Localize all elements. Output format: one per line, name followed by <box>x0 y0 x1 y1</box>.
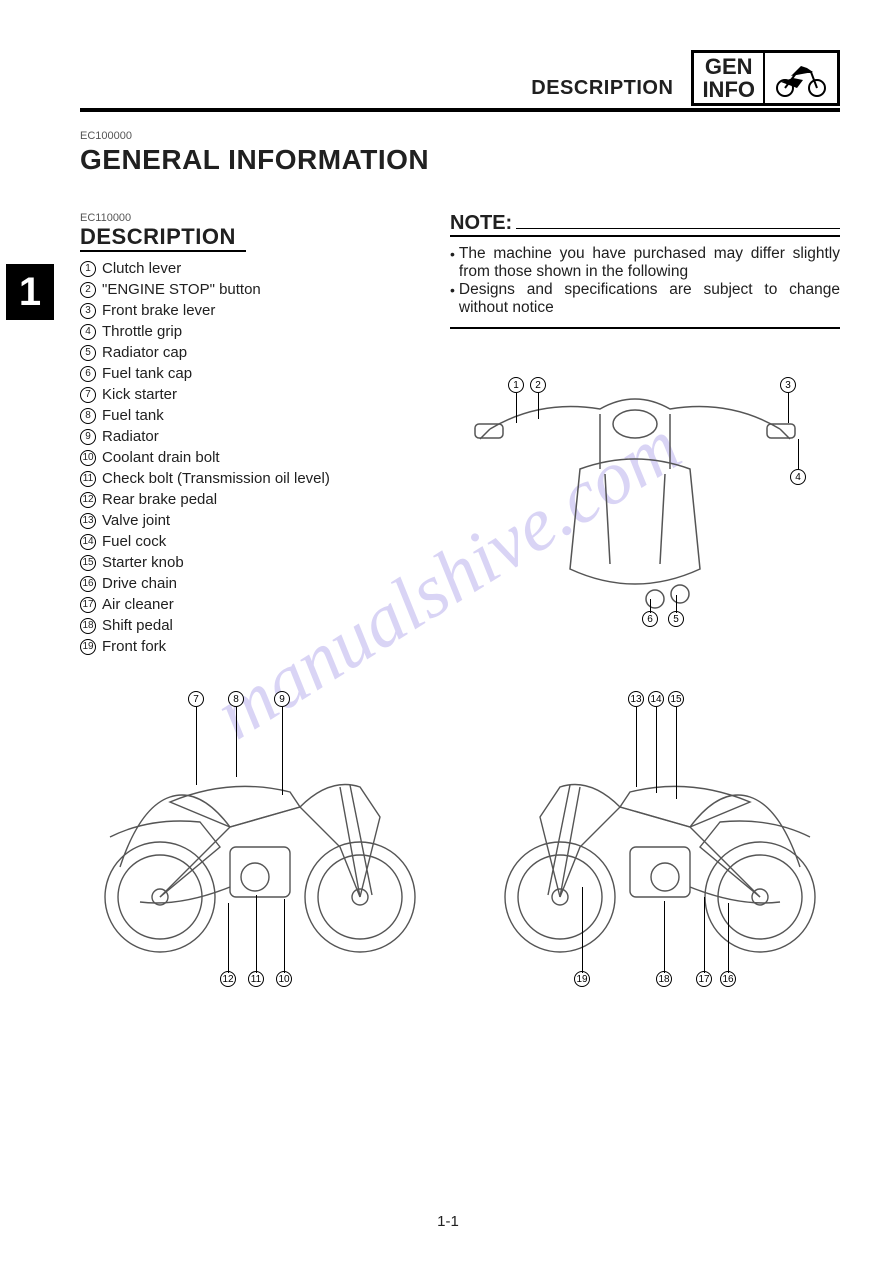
item-label: Fuel tank cap <box>102 363 192 384</box>
callout-18: 18 <box>656 971 672 987</box>
callout-19: 19 <box>574 971 590 987</box>
callout-5: 5 <box>668 611 684 627</box>
description-item: 10 Coolant drain bolt <box>80 447 420 468</box>
item-number-icon: 11 <box>80 471 96 487</box>
description-item: 11 Check bolt (Transmission oil level) <box>80 468 420 489</box>
item-number-icon: 14 <box>80 534 96 550</box>
item-label: Air cleaner <box>102 594 174 615</box>
item-number-icon: 5 <box>80 345 96 361</box>
description-item: 1 Clutch lever <box>80 258 420 279</box>
item-label: Shift pedal <box>102 615 173 636</box>
diagram-side-views: 7 8 9 12 11 10 <box>80 677 840 1277</box>
item-number-icon: 8 <box>80 408 96 424</box>
description-item: 18 Shift pedal <box>80 615 420 636</box>
callout-10: 10 <box>276 971 292 987</box>
description-item: 15 Starter knob <box>80 552 420 573</box>
item-number-icon: 13 <box>80 513 96 529</box>
item-number-icon: 9 <box>80 429 96 445</box>
description-heading: DESCRIPTION <box>80 224 246 252</box>
note-heading: NOTE: <box>450 212 840 237</box>
description-item: 19 Front fork <box>80 636 420 657</box>
description-item: 4 Throttle grip <box>80 321 420 342</box>
description-item: 3 Front brake lever <box>80 300 420 321</box>
callout-7: 7 <box>188 691 204 707</box>
item-label: Rear brake pedal <box>102 489 217 510</box>
callout-12: 12 <box>220 971 236 987</box>
item-label: Clutch lever <box>102 258 181 279</box>
section-code: EC100000 <box>80 130 840 142</box>
note-text: The machine you have purchased may diffe… <box>459 245 840 281</box>
description-item: 14 Fuel cock <box>80 531 420 552</box>
description-item: 13 Valve joint <box>80 510 420 531</box>
header-box-line1: GEN <box>705 55 753 78</box>
item-number-icon: 18 <box>80 618 96 634</box>
callout-15: 15 <box>668 691 684 707</box>
callout-8: 8 <box>228 691 244 707</box>
bullet-icon: • <box>450 281 455 317</box>
callout-17: 17 <box>696 971 712 987</box>
description-list: 1 Clutch lever 2 "ENGINE STOP" button 3 Front… <box>80 258 420 657</box>
item-number-icon: 12 <box>80 492 96 508</box>
item-number-icon: 19 <box>80 639 96 655</box>
item-number-icon: 16 <box>80 576 96 592</box>
item-label: Coolant drain bolt <box>102 447 220 468</box>
callout-2: 2 <box>530 377 546 393</box>
callout-6: 6 <box>642 611 658 627</box>
item-number-icon: 7 <box>80 387 96 403</box>
item-number-icon: 15 <box>80 555 96 571</box>
bullet-icon: • <box>450 245 455 281</box>
header-section-title: DESCRIPTION <box>531 77 673 100</box>
item-number-icon: 2 <box>80 282 96 298</box>
description-item: 9 Radiator <box>80 426 420 447</box>
item-label: Radiator <box>102 426 159 447</box>
item-label: Radiator cap <box>102 342 187 363</box>
item-label: Valve joint <box>102 510 170 531</box>
note-text: Designs and specifications are subject t… <box>459 281 840 317</box>
note-body: •The machine you have purchased may diff… <box>450 245 840 329</box>
description-item: 6 Fuel tank cap <box>80 363 420 384</box>
motorcycle-icon <box>765 53 837 103</box>
description-item: 5 Radiator cap <box>80 342 420 363</box>
item-number-icon: 17 <box>80 597 96 613</box>
description-item: 17 Air cleaner <box>80 594 420 615</box>
description-item: 12 Rear brake pedal <box>80 489 420 510</box>
item-number-icon: 3 <box>80 303 96 319</box>
item-number-icon: 6 <box>80 366 96 382</box>
diagram-handlebar: 1 2 3 4 6 5 <box>450 359 840 629</box>
item-label: Check bolt (Transmission oil level) <box>102 468 330 489</box>
header-box-line2: INFO <box>702 78 755 101</box>
subsection-code: EC110000 <box>80 212 420 224</box>
item-number-icon: 10 <box>80 450 96 466</box>
chapter-tab: 1 <box>6 264 54 320</box>
item-label: Drive chain <box>102 573 177 594</box>
item-label: Front brake lever <box>102 300 215 321</box>
callout-16: 16 <box>720 971 736 987</box>
item-label: Front fork <box>102 636 166 657</box>
callout-9: 9 <box>274 691 290 707</box>
description-item: 16 Drive chain <box>80 573 420 594</box>
page-header: DESCRIPTION GEN INFO <box>80 50 840 112</box>
item-number-icon: 1 <box>80 261 96 277</box>
callout-13: 13 <box>628 691 644 707</box>
description-item: 2 "ENGINE STOP" button <box>80 279 420 300</box>
callout-11: 11 <box>248 971 264 987</box>
page-number: 1-1 <box>437 1213 459 1230</box>
callout-14: 14 <box>648 691 664 707</box>
item-label: Fuel tank <box>102 405 164 426</box>
item-label: Fuel cock <box>102 531 166 552</box>
item-label: Throttle grip <box>102 321 182 342</box>
item-label: Kick starter <box>102 384 177 405</box>
callout-4: 4 <box>790 469 806 485</box>
item-number-icon: 4 <box>80 324 96 340</box>
section-title: GENERAL INFORMATION <box>80 144 840 176</box>
item-label: "ENGINE STOP" button <box>102 279 261 300</box>
description-item: 8 Fuel tank <box>80 405 420 426</box>
callout-1: 1 <box>508 377 524 393</box>
description-item: 7 Kick starter <box>80 384 420 405</box>
header-info-box: GEN INFO <box>691 50 840 106</box>
item-label: Starter knob <box>102 552 184 573</box>
callout-3: 3 <box>780 377 796 393</box>
